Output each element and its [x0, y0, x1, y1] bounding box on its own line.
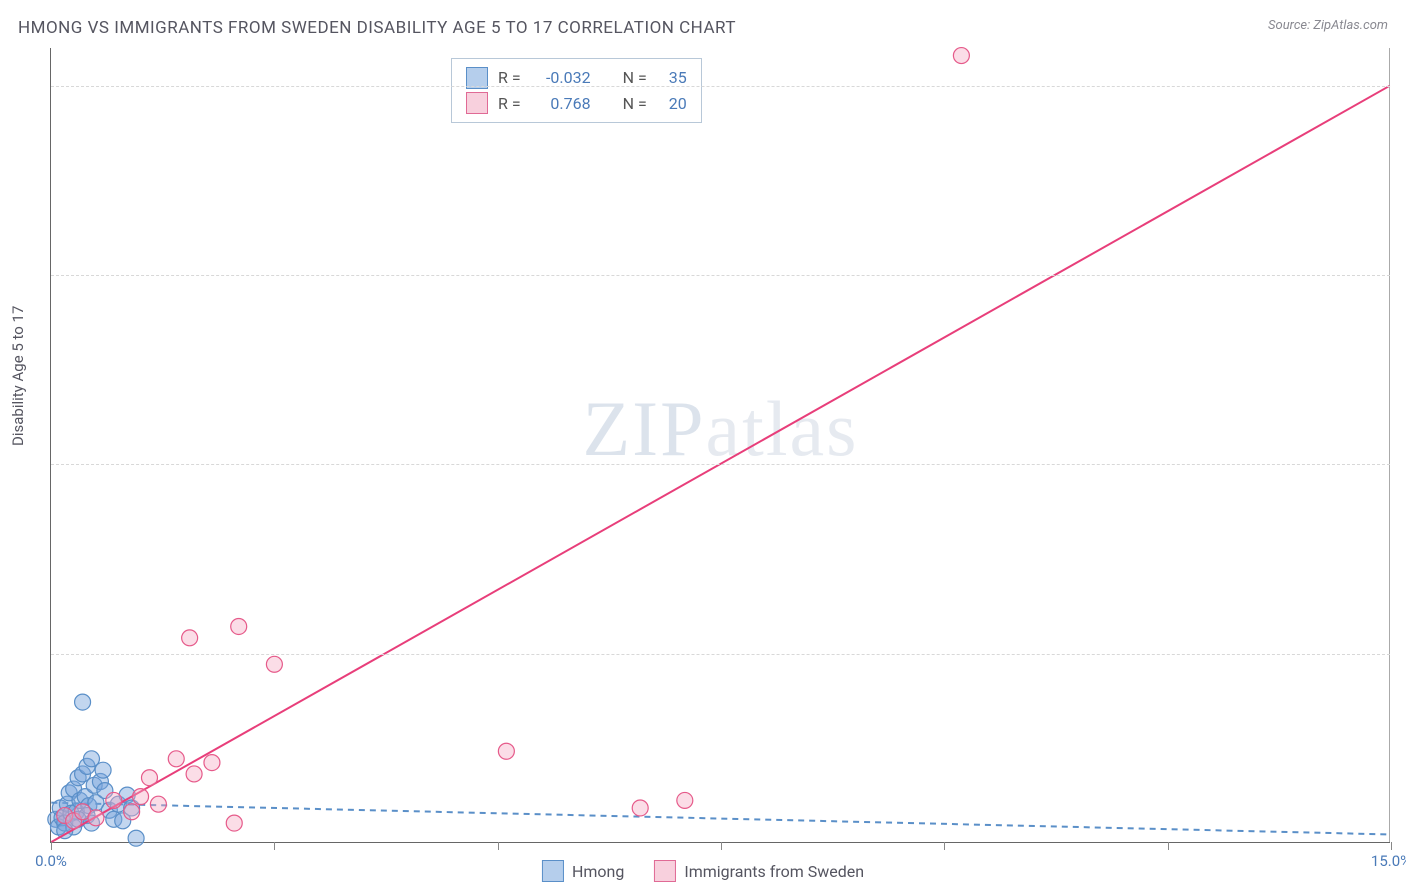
data-point-sweden: [106, 792, 122, 808]
legend-label-hmong: Hmong: [572, 862, 624, 881]
data-point-sweden: [204, 755, 220, 771]
data-point-sweden: [677, 792, 693, 808]
data-point-sweden: [231, 618, 247, 634]
data-point-sweden: [88, 810, 104, 826]
n-label-2: N =: [623, 91, 647, 117]
data-point-sweden: [133, 789, 149, 805]
x-tick-label: 15.0%: [1371, 852, 1406, 870]
plot-svg: [51, 48, 1390, 842]
data-point-sweden: [266, 656, 282, 672]
source-attribution: Source: ZipAtlas.com: [1268, 18, 1388, 33]
gridline-h: [51, 275, 1390, 276]
x-tick: [1391, 842, 1392, 850]
x-tick: [51, 842, 52, 850]
trend-line-hmong: [51, 803, 1389, 835]
data-point-hmong: [128, 830, 144, 846]
stats-legend: R = -0.032 N = 35 R = 0.768 N = 20: [451, 58, 702, 123]
x-tick: [944, 842, 945, 850]
plot-area: ZIPatlas R = -0.032 N = 35 R = 0.768 N =…: [50, 48, 1390, 843]
data-point-sweden: [632, 800, 648, 816]
swatch-pink-icon: [654, 860, 676, 882]
legend-item-hmong: Hmong: [542, 860, 624, 882]
data-point-sweden: [168, 751, 184, 767]
data-point-sweden: [150, 796, 166, 812]
x-tick-label: 0.0%: [35, 852, 67, 870]
data-point-hmong: [75, 694, 91, 710]
y-axis-title: Disability Age 5 to 17: [9, 306, 27, 446]
bottom-legend: Hmong Immigrants from Sweden: [542, 860, 864, 882]
legend-label-sweden: Immigrants from Sweden: [684, 862, 864, 881]
x-tick: [721, 842, 722, 850]
r-value-sweden: 0.768: [531, 91, 591, 117]
chart-title: HMONG VS IMMIGRANTS FROM SWEDEN DISABILI…: [18, 18, 736, 38]
data-point-sweden: [498, 743, 514, 759]
data-point-sweden: [186, 766, 202, 782]
gridline-h: [51, 464, 1390, 465]
stats-row-sweden: R = 0.768 N = 20: [466, 91, 687, 117]
x-tick: [274, 842, 275, 850]
gridline-h: [51, 654, 1390, 655]
n-value-sweden: 20: [657, 91, 687, 117]
data-point-sweden: [953, 48, 969, 64]
data-point-sweden: [226, 815, 242, 831]
x-tick: [498, 842, 499, 850]
swatch-blue-icon: [542, 860, 564, 882]
data-point-hmong: [95, 762, 111, 778]
r-label-2: R =: [498, 91, 521, 117]
gridline-h: [51, 86, 1390, 87]
data-point-sweden: [124, 804, 140, 820]
x-tick: [1168, 842, 1169, 850]
data-point-sweden: [182, 630, 198, 646]
swatch-pink-icon: [466, 92, 488, 114]
data-point-sweden: [141, 770, 157, 786]
legend-item-sweden: Immigrants from Sweden: [654, 860, 864, 882]
